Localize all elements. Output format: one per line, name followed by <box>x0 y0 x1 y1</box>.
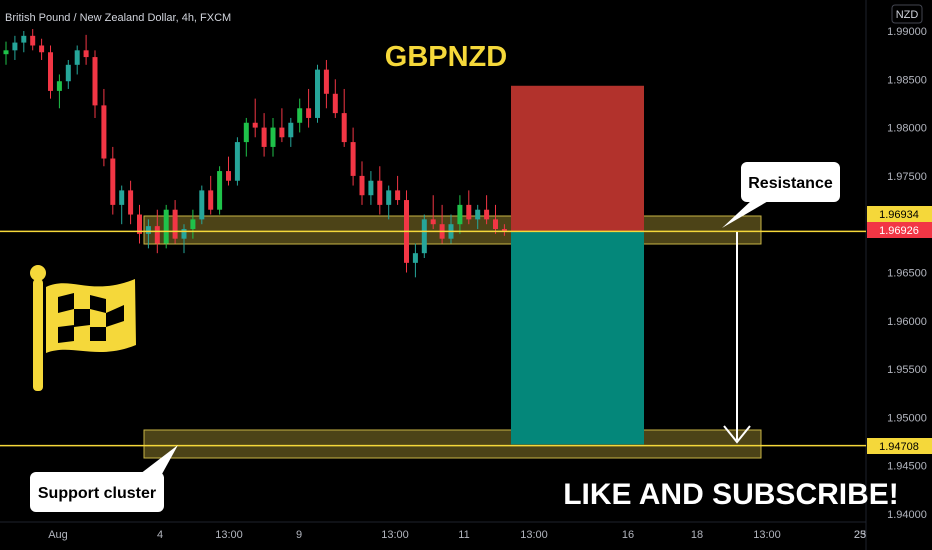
candle <box>421 214 427 259</box>
time-tick-label: 23 <box>854 529 866 541</box>
resistance-callout[interactable]: Resistance <box>722 162 840 228</box>
price-label-resistance: 1.96926 <box>867 222 932 238</box>
target-arrow[interactable] <box>723 232 751 444</box>
candle <box>395 175 401 205</box>
candle <box>466 190 472 225</box>
time-tick-label: 13:00 <box>520 529 548 541</box>
candle <box>92 50 98 118</box>
checkered-flag-icon <box>30 265 136 391</box>
candle <box>306 88 312 128</box>
stop-loss-box[interactable] <box>511 85 644 232</box>
candle <box>83 34 89 65</box>
candle <box>190 209 196 239</box>
resistance-label: Resistance <box>748 175 833 192</box>
candle <box>386 185 392 220</box>
candle <box>12 35 18 60</box>
price-tick-label: 1.95500 <box>887 364 927 376</box>
take-profit-box[interactable] <box>511 231 644 445</box>
candle <box>332 79 338 118</box>
candle <box>217 166 223 215</box>
currency-badge: NZD <box>891 4 923 24</box>
candle <box>439 204 445 244</box>
candle <box>243 117 249 157</box>
candle <box>145 219 151 249</box>
price-tick-label: 1.98000 <box>887 123 927 135</box>
svg-text:1.96926: 1.96926 <box>879 225 919 237</box>
price-tick-label: 1.99000 <box>887 26 927 38</box>
time-tick-label: Aug <box>48 529 68 541</box>
time-tick-label: 11 <box>458 529 469 541</box>
symbol-header: British Pound / New Zealand Dollar, 4h, … <box>5 12 231 24</box>
price-tick-label: 1.96500 <box>887 268 927 280</box>
candle <box>493 204 498 234</box>
price-label-resistance-upper: 1.96934 <box>867 206 932 222</box>
candle <box>475 204 481 230</box>
candle <box>430 195 436 230</box>
candle <box>48 45 53 99</box>
candle <box>119 185 125 225</box>
svg-text:1.96934: 1.96934 <box>879 209 919 221</box>
price-tick-label: 1.97500 <box>887 171 927 183</box>
time-tick-label: 18 <box>691 529 703 541</box>
time-tick-label: 25 <box>854 529 866 541</box>
price-tick-label: 1.94500 <box>887 461 927 473</box>
time-tick-label: 13:00 <box>753 529 781 541</box>
candle <box>484 195 490 225</box>
support-callout[interactable]: Support cluster <box>30 445 178 512</box>
candle <box>110 146 116 215</box>
candle <box>377 166 383 215</box>
candle <box>341 88 347 147</box>
candle <box>74 45 80 75</box>
candle <box>288 117 294 147</box>
support-label: Support cluster <box>38 485 156 502</box>
svg-text:NZD: NZD <box>896 9 919 21</box>
candle <box>501 224 507 236</box>
candle <box>128 180 134 225</box>
cta-text: LIKE AND SUBSCRIBE! <box>563 478 899 511</box>
chart-title: GBPNZD <box>385 41 507 73</box>
candle <box>65 59 71 89</box>
price-tick-label: 1.94000 <box>887 509 927 521</box>
candle <box>199 185 205 225</box>
price-tick-label: 1.95000 <box>887 412 927 424</box>
candle <box>270 117 276 157</box>
candle <box>359 161 365 205</box>
candle <box>172 200 178 244</box>
candle <box>350 127 356 186</box>
candle <box>39 38 45 60</box>
candle <box>315 64 320 123</box>
candle <box>261 113 267 157</box>
time-tick-label: 13:00 <box>215 529 243 541</box>
candle <box>226 156 231 186</box>
candle <box>3 41 9 65</box>
price-tick-label: 1.96000 <box>887 316 927 328</box>
candle <box>163 204 169 249</box>
svg-text:1.94708: 1.94708 <box>879 441 919 453</box>
time-tick-label: 4 <box>157 529 163 541</box>
candle <box>101 88 107 167</box>
candle <box>279 108 285 143</box>
candle <box>181 224 187 254</box>
candle <box>208 175 214 215</box>
candle <box>234 137 240 186</box>
candle <box>457 195 463 234</box>
candle <box>252 98 258 138</box>
support-zone[interactable] <box>143 429 762 459</box>
candle <box>368 171 374 205</box>
time-tick-label: 13:00 <box>381 529 409 541</box>
candle <box>56 74 62 109</box>
candle <box>137 204 142 244</box>
candle <box>21 31 27 53</box>
candle <box>297 98 303 133</box>
candle <box>412 243 418 278</box>
time-tick-label: 9 <box>296 529 302 541</box>
candle <box>323 59 329 109</box>
price-label-support: 1.94708 <box>867 438 932 454</box>
price-tick-label: 1.98500 <box>887 74 927 86</box>
candle <box>30 29 36 51</box>
time-tick-label: 16 <box>622 529 634 541</box>
